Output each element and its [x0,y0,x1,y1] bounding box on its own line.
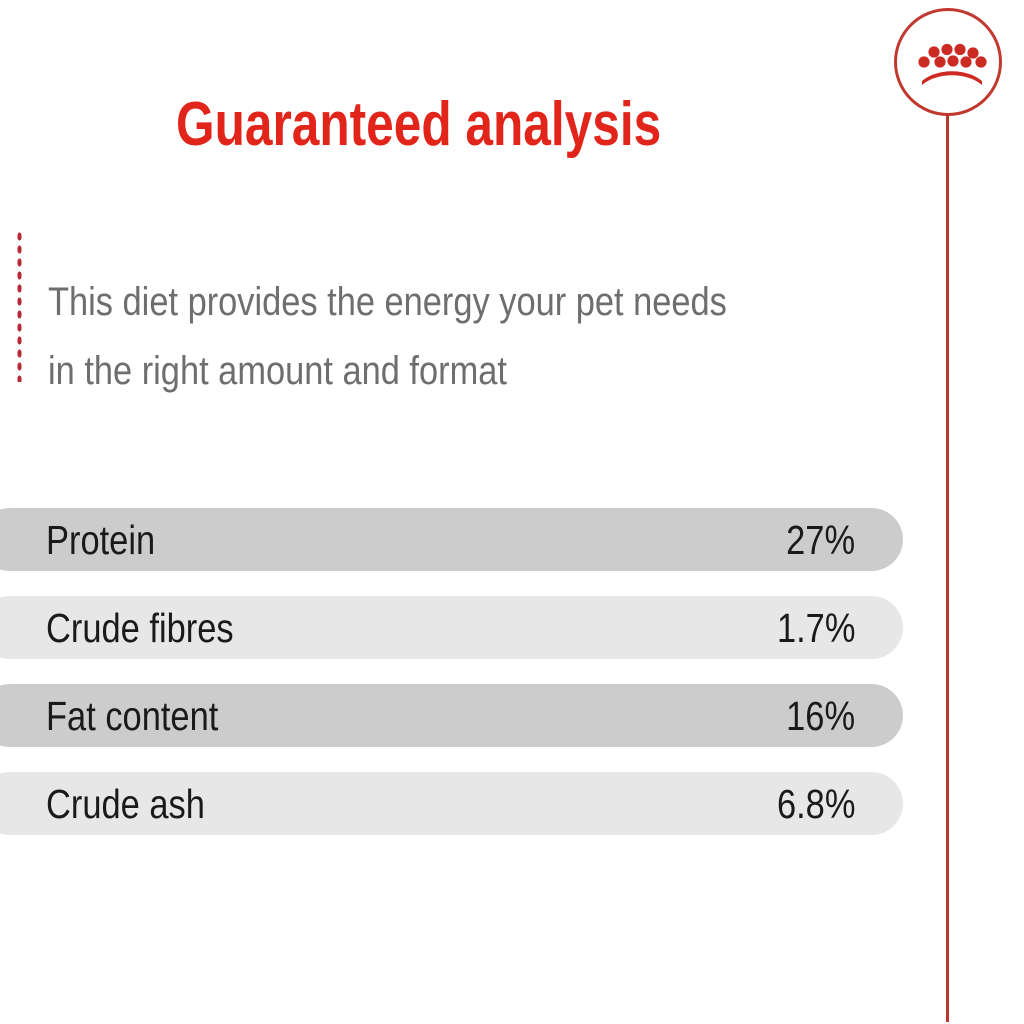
brand-vertical-line [946,114,949,1022]
nutrient-label: Crude fibres [46,604,234,651]
nutrient-value: 1.7% [776,604,855,651]
table-row: Crude ash 6.8% [0,772,903,835]
nutrient-value: 6.8% [776,780,855,827]
intro-text: This diet provides the energy your pet n… [48,280,727,393]
page-title: Guaranteed analysis [176,89,662,159]
table-row: Protein 27% [0,508,903,571]
nutrient-value: 27% [786,516,855,563]
nutrient-label: Crude ash [46,780,205,827]
royal-canin-crown-logo [915,42,989,90]
nutrient-label: Protein [46,516,156,563]
brand-mark [894,8,1010,1022]
dotted-accent-rule [16,230,23,382]
table-row: Crude fibres 1.7% [0,596,903,659]
table-row: Fat content 16% [0,684,903,747]
nutrient-value: 16% [786,692,855,739]
nutrient-label: Fat content [46,692,219,739]
guaranteed-analysis-table: Protein 27% Crude fibres 1.7% Fat conten… [0,508,903,860]
